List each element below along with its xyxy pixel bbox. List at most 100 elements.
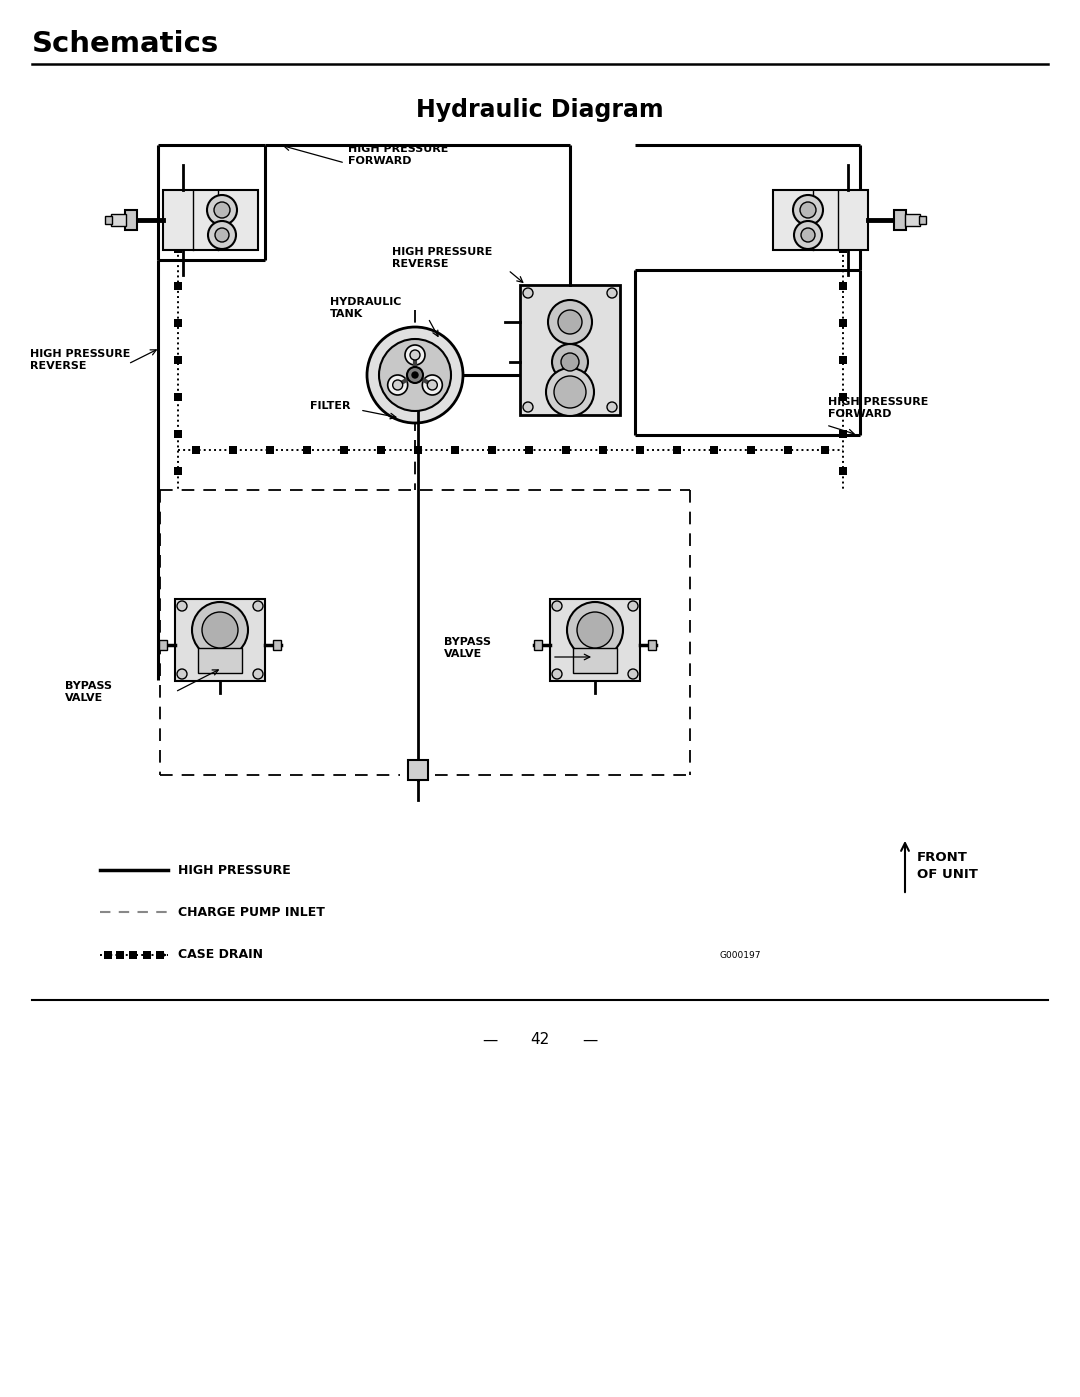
Bar	[893, 210, 905, 231]
Bar	[408, 760, 428, 780]
Bar	[110, 214, 125, 226]
Bar	[839, 319, 847, 327]
Circle shape	[801, 228, 815, 242]
Circle shape	[411, 372, 418, 379]
Bar	[229, 446, 238, 454]
Text: FILTER: FILTER	[310, 401, 351, 411]
Bar	[839, 282, 847, 289]
Bar	[124, 210, 136, 231]
Bar	[918, 217, 926, 224]
Bar	[273, 640, 281, 650]
Circle shape	[379, 339, 451, 411]
Bar	[174, 393, 183, 401]
Bar	[174, 319, 183, 327]
Text: CASE DRAIN: CASE DRAIN	[178, 949, 264, 961]
Bar	[534, 640, 542, 650]
Bar	[129, 951, 137, 958]
Text: Schematics: Schematics	[32, 29, 219, 59]
Bar	[573, 648, 617, 673]
Bar	[162, 190, 257, 250]
Circle shape	[177, 601, 187, 610]
Bar	[710, 446, 718, 454]
Bar	[636, 446, 644, 454]
Text: Hydraulic Diagram: Hydraulic Diagram	[416, 98, 664, 122]
Circle shape	[627, 601, 638, 610]
Bar	[839, 208, 847, 215]
Circle shape	[577, 612, 613, 648]
Bar	[174, 430, 183, 439]
Circle shape	[207, 196, 237, 225]
Circle shape	[367, 327, 463, 423]
Bar	[340, 446, 348, 454]
Circle shape	[794, 221, 822, 249]
Bar	[839, 430, 847, 439]
Circle shape	[177, 669, 187, 679]
Circle shape	[523, 288, 534, 298]
Circle shape	[407, 367, 423, 383]
Circle shape	[405, 345, 426, 365]
Circle shape	[410, 351, 420, 360]
Bar	[839, 356, 847, 365]
Circle shape	[393, 380, 403, 390]
Circle shape	[548, 300, 592, 344]
Bar	[550, 599, 640, 680]
Text: 42: 42	[530, 1032, 550, 1048]
Circle shape	[215, 228, 229, 242]
Circle shape	[208, 221, 237, 249]
Text: —: —	[483, 1032, 498, 1048]
Circle shape	[558, 310, 582, 334]
Bar	[746, 446, 755, 454]
Circle shape	[552, 601, 562, 610]
Bar	[839, 468, 847, 475]
Bar	[174, 468, 183, 475]
Bar	[525, 446, 532, 454]
Bar	[143, 951, 151, 958]
Bar	[175, 599, 265, 680]
Text: HIGH PRESSURE
FORWARD: HIGH PRESSURE FORWARD	[828, 397, 929, 419]
Bar	[192, 446, 201, 454]
Bar	[784, 446, 792, 454]
Bar	[821, 446, 828, 454]
Circle shape	[793, 196, 823, 225]
Circle shape	[607, 288, 617, 298]
Bar	[303, 446, 311, 454]
Circle shape	[214, 203, 230, 218]
Text: HIGH PRESSURE
FORWARD: HIGH PRESSURE FORWARD	[348, 144, 448, 166]
Bar	[414, 446, 422, 454]
Text: HIGH PRESSURE: HIGH PRESSURE	[178, 863, 291, 876]
Text: FRONT
OF UNIT: FRONT OF UNIT	[917, 851, 977, 880]
Bar	[772, 190, 867, 250]
Circle shape	[253, 601, 264, 610]
Circle shape	[561, 353, 579, 372]
Bar	[174, 244, 183, 253]
Circle shape	[192, 602, 248, 658]
Bar	[488, 446, 496, 454]
Bar	[159, 640, 167, 650]
Bar	[648, 640, 656, 650]
Circle shape	[253, 669, 264, 679]
Circle shape	[523, 402, 534, 412]
Circle shape	[800, 203, 816, 218]
Text: HIGH PRESSURE
REVERSE: HIGH PRESSURE REVERSE	[30, 349, 131, 372]
Bar	[519, 285, 620, 415]
Circle shape	[202, 612, 238, 648]
Text: CHARGE PUMP INLET: CHARGE PUMP INLET	[178, 905, 325, 918]
Circle shape	[552, 669, 562, 679]
Text: G000197: G000197	[720, 950, 761, 960]
Bar	[673, 446, 680, 454]
Text: HYDRAULIC
TANK: HYDRAULIC TANK	[330, 296, 402, 320]
Bar	[562, 446, 570, 454]
Bar	[104, 951, 112, 958]
Bar	[839, 244, 847, 253]
Bar	[105, 217, 111, 224]
Circle shape	[567, 602, 623, 658]
Text: BYPASS
VALVE: BYPASS VALVE	[444, 637, 491, 659]
Bar	[156, 951, 164, 958]
Bar	[267, 446, 274, 454]
Bar	[174, 208, 183, 215]
Bar	[198, 648, 242, 673]
Bar	[377, 446, 386, 454]
Bar	[599, 446, 607, 454]
Circle shape	[627, 669, 638, 679]
Text: BYPASS
VALVE: BYPASS VALVE	[65, 680, 112, 704]
